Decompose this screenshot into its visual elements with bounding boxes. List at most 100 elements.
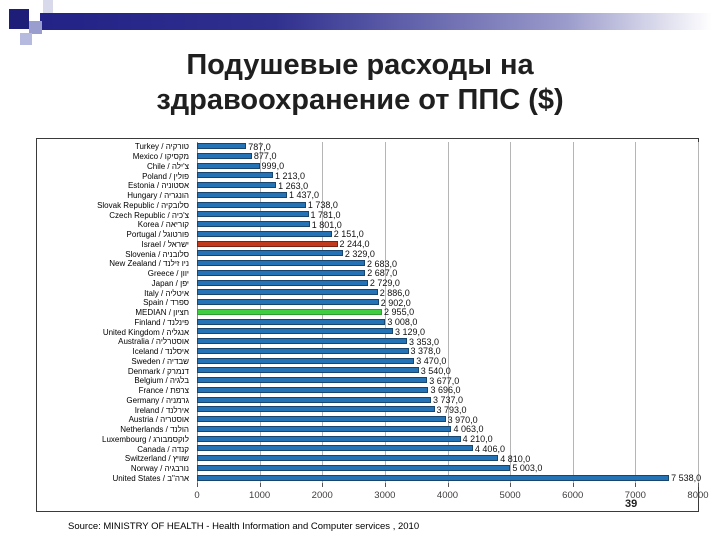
chart-row: 3 970,0 — [197, 415, 698, 425]
value-label: 4 210,0 — [462, 434, 493, 444]
bar — [197, 279, 368, 286]
value-label: 787,0 — [248, 141, 271, 152]
bar — [197, 201, 306, 208]
category-label: Turkey / טורקיה — [134, 142, 189, 152]
x-axis-label: 5000 — [499, 490, 521, 501]
x-axis-label: 6000 — [562, 490, 584, 501]
category-label: United Kingdom / אנגליה — [102, 327, 189, 337]
category-label: Israel / ישראל — [141, 239, 189, 249]
gridline — [635, 142, 637, 483]
value-label: 4 810,0 — [500, 453, 531, 464]
bar — [197, 250, 343, 257]
category-label: Switzerland / שוויץ — [124, 454, 189, 464]
category-label: Japan / יפן — [151, 278, 189, 288]
value-label: 3 353,0 — [408, 336, 439, 347]
gridline — [447, 142, 449, 483]
value-label: 1 738,0 — [307, 200, 338, 210]
chart-row: 2 886,0 — [197, 288, 698, 298]
x-axis-label: 3000 — [374, 490, 396, 501]
category-label: Slovak Republic / סלובקיה — [97, 200, 189, 210]
page-number: 39 — [625, 498, 638, 510]
category-label: Ireland / אירלנד — [134, 405, 189, 415]
category-label: Netherlands / הולנד — [120, 425, 189, 435]
value-label: 3 793,0 — [436, 404, 467, 415]
category-label: Italy / איטליה — [144, 288, 189, 298]
category-label: Austria / אוסטריה — [128, 415, 189, 425]
category-label: Denmark / דנמרק — [127, 366, 189, 376]
chart-row: 2 902,0 — [197, 298, 698, 308]
value-label: 999,0 — [261, 161, 285, 171]
value-label: 7 538,0 — [671, 473, 702, 483]
chart-row: 2 729,0 — [197, 278, 698, 289]
gridline — [572, 142, 574, 483]
bar — [197, 269, 366, 276]
x-axis-label: 0 — [194, 490, 200, 501]
chart-row: 4 063,0 — [197, 425, 698, 435]
deco-navy-square — [9, 9, 29, 29]
chart-row: 877,0 — [197, 152, 698, 162]
category-label: Iceland / איסלנד — [132, 347, 189, 357]
bar — [197, 338, 407, 345]
value-label: 3 737,0 — [433, 395, 464, 405]
category-label: Spain / ספרד — [143, 298, 189, 308]
bar — [197, 435, 461, 442]
source-note: Source: MINISTRY OF HEALTH - Health Info… — [68, 521, 420, 532]
chart-row: 1 213,0 — [197, 171, 698, 181]
value-label: 3 540,0 — [420, 365, 451, 376]
deco-lavender-square-2 — [20, 33, 32, 45]
x-axis-tick — [635, 483, 637, 487]
x-axis: 0 1000 2000 3000 4000 5000 6000 7000 8000 — [194, 483, 709, 509]
header-gradient-bar — [40, 13, 712, 30]
bar — [197, 221, 310, 228]
value-label: 1 801,0 — [311, 219, 342, 230]
category-labels: Turkey / טורקיה Mexico / מקסיקו Chile / צ'… — [37, 142, 193, 483]
category-label: Estonia / אסטוניה — [127, 181, 189, 191]
category-label: Slovenia / סלובניה — [125, 249, 189, 259]
value-label: 2 955,0 — [384, 307, 415, 318]
chart-row: 2 329,0 — [197, 249, 698, 259]
value-label: 3 970,0 — [447, 414, 478, 425]
category-label: Finland / פינלנד — [134, 317, 189, 327]
category-label: Mexico / מקסיקו — [132, 152, 189, 162]
gridline — [384, 142, 386, 483]
bar — [197, 367, 419, 374]
chart-row: 2 151,0 — [197, 230, 698, 240]
bar — [197, 464, 511, 471]
category-label: Korea / קוריאה — [137, 220, 189, 230]
bar — [197, 299, 379, 306]
chart-row: 1 801,0 — [197, 220, 698, 230]
value-label: 2 244,0 — [339, 239, 370, 249]
category-label: Belgium / בלגיה — [134, 376, 189, 386]
value-label: 2 902,0 — [380, 297, 411, 308]
bar — [197, 455, 499, 462]
chart-row: 7 538,0 — [197, 473, 702, 484]
category-label: MEDIAN / חציון — [135, 308, 189, 318]
chart-row: 1 781,0 — [197, 210, 698, 220]
category-label: Australia / אוסטרליה — [118, 337, 189, 347]
bar — [197, 143, 247, 150]
x-axis-tick — [384, 483, 386, 487]
category-label: France / צרפת — [138, 386, 189, 396]
category-label: Hungary / הונגריה — [127, 191, 189, 201]
gridline — [510, 142, 512, 483]
chart-row: 2 683,0 — [197, 259, 698, 269]
value-label: 4 063,0 — [453, 424, 484, 435]
bar — [197, 191, 287, 198]
value-label: 877,0 — [253, 151, 277, 162]
gridline — [698, 142, 699, 483]
chart-row: 3 677,0 — [197, 376, 698, 386]
x-axis-tick — [698, 483, 699, 487]
bar — [197, 445, 473, 452]
x-axis-tick — [322, 483, 324, 487]
chart-row: 3 353,0 — [197, 337, 698, 347]
category-label: Canada / קנדה — [137, 444, 189, 454]
x-axis-tick — [259, 483, 261, 487]
x-axis-label: 8000 — [687, 490, 709, 501]
slide-title: Подушевые расходы на здравоохранение от … — [156, 49, 564, 117]
bar-rows: 787,0 877,0 999,0 1 213,0 1 263,0 1 437,0 1 73… — [197, 141, 702, 484]
value-label: 2 687,0 — [367, 268, 398, 279]
bar — [197, 162, 260, 169]
bar — [197, 260, 366, 267]
bar — [197, 396, 432, 403]
category-label: Greece / יוון — [147, 269, 189, 279]
